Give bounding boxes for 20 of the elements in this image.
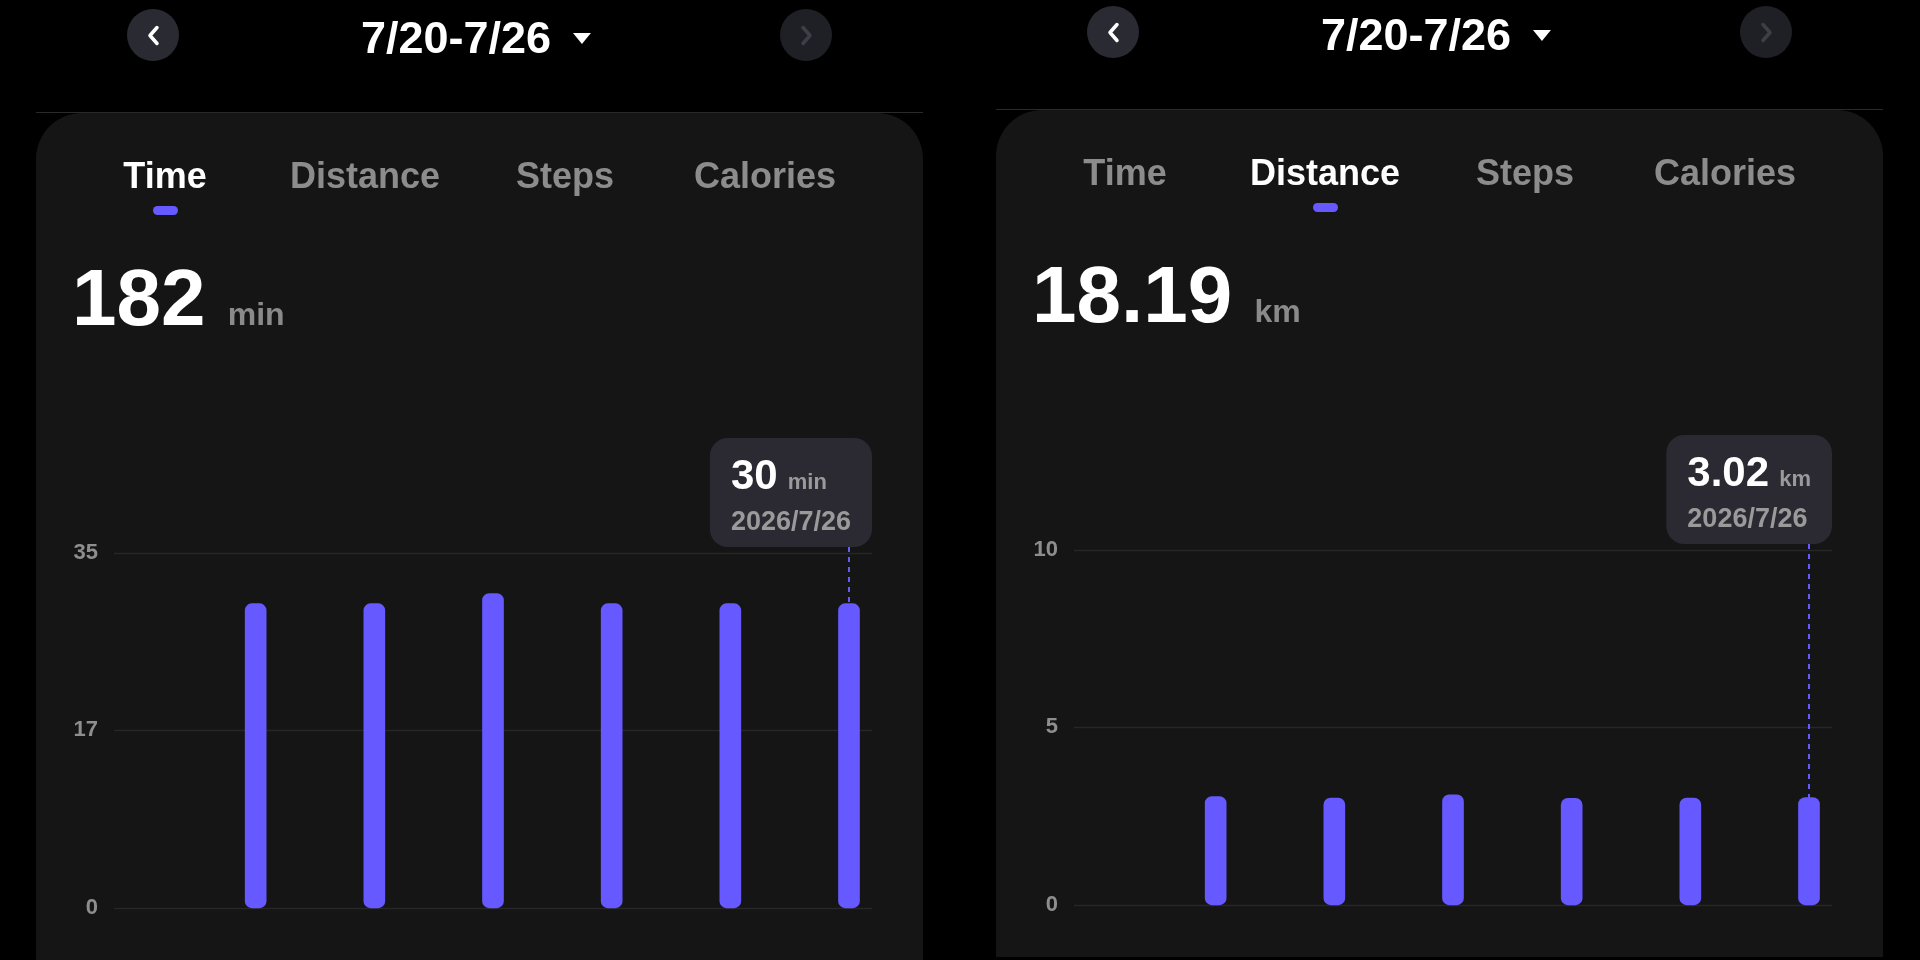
text: Time bbox=[123, 155, 207, 196]
chart-subtitle: 18.19 km bbox=[1032, 250, 1301, 339]
y-tick-label: 0 bbox=[1045, 890, 1058, 916]
chart-title: 7/20-7/26 bbox=[1320, 9, 1512, 60]
text: Time bbox=[1083, 152, 1167, 193]
y-tick-label: 0 bbox=[85, 893, 98, 919]
y-tick-label: 35 bbox=[73, 539, 98, 565]
text: Calories bbox=[1653, 152, 1797, 193]
text: Calories bbox=[693, 155, 837, 196]
text: 30 min 2026/7/26 bbox=[730, 451, 852, 536]
chart-title: 7/20-7/26 bbox=[360, 12, 552, 63]
text: Distance bbox=[289, 155, 441, 196]
text: Distance bbox=[1249, 152, 1401, 193]
text: Steps bbox=[515, 155, 615, 196]
y-tick-label: 17 bbox=[73, 716, 98, 742]
y-tick-label: 10 bbox=[1033, 536, 1058, 562]
text: Steps bbox=[1475, 152, 1575, 193]
y-tick-label: 5 bbox=[1045, 713, 1058, 739]
chart-subtitle: 182 min bbox=[72, 253, 285, 342]
text: 3.02 km 2026/7/26 bbox=[1687, 448, 1812, 533]
